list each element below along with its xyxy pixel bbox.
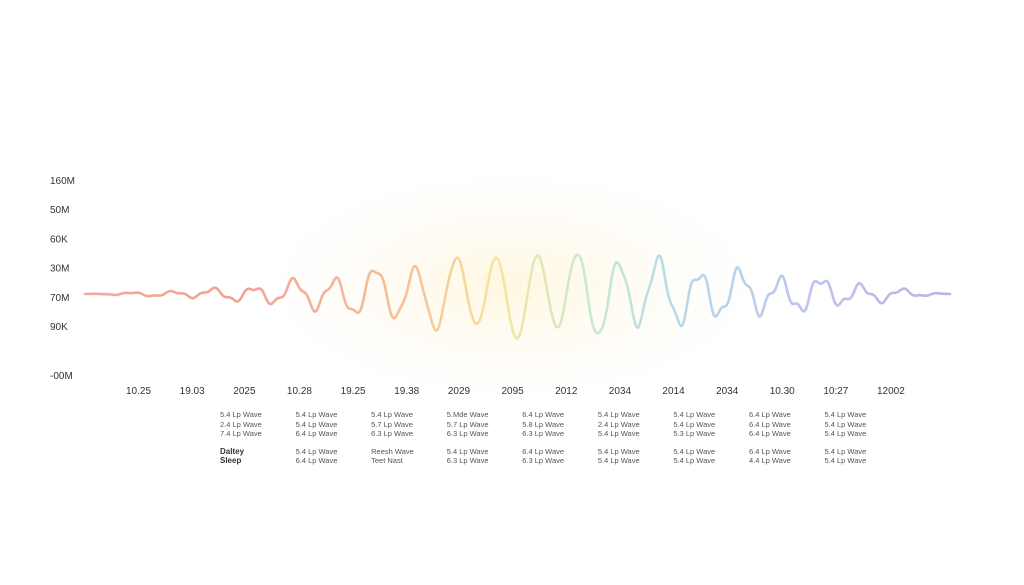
background-glow [232, 155, 792, 415]
legend-cell: 2.4 Lp Wave [597, 419, 640, 429]
legend-cell: 5.4 Lp Wave [295, 419, 338, 429]
legend-cell: 6.3 Lp Wave [446, 456, 489, 465]
x-tick-label: 12002 [877, 386, 905, 397]
legend-cell: 5.4 Lp Wave [673, 446, 716, 456]
x-tick-label: 10.25 [126, 386, 151, 397]
y-tick-label: 50M [50, 205, 69, 216]
legend-cell: 6.4 Lp Wave [748, 446, 791, 456]
x-tick-label: 10.30 [770, 386, 795, 397]
x-tick-label: 19.03 [180, 386, 205, 397]
legend-cell: Reesh Wave [371, 446, 414, 456]
legend-cell: 5.4 Lp Wave [295, 410, 338, 419]
legend-cell: 5.4 Lp Wave [824, 446, 867, 456]
x-tick-label: 2034 [609, 386, 632, 397]
legend-cell: 6.4 Lp Wave [295, 456, 338, 465]
y-tick-label: 30M [50, 264, 69, 275]
x-tick-label: 10:27 [823, 386, 848, 397]
legend-cell: 6.4 Lp Wave [748, 419, 791, 429]
legend-cell: 6.3 Lp Wave [371, 429, 413, 438]
x-tick-label: 2025 [233, 386, 256, 397]
legend-row: 7.4 Lp Wave 6.4 Lp Wave 6.3 Lp Wave 6.3 Lp … [220, 429, 900, 439]
y-tick-label: 160M [50, 176, 75, 187]
legend-cell: 5.4 Lp Wave [597, 429, 640, 438]
legend-cell: 5.4 Lp Wave [824, 410, 867, 419]
x-tick-label: 10.28 [287, 386, 312, 397]
x-tick-label: 2012 [555, 386, 578, 397]
legend-cell: 6.3 Lp Wave [446, 429, 489, 438]
legend-cell: 5.4 Lp Wave [220, 410, 262, 419]
legend-cell: 5.4 Lp Wave [673, 419, 716, 429]
legend-cell: 5.4 Lp Wave [824, 419, 867, 429]
y-tick-label: 90K [50, 322, 68, 333]
legend-cell: 5.4 Lp Wave [673, 410, 716, 419]
y-tick-label: 60K [50, 234, 68, 245]
x-tick-label: 19.38 [394, 386, 419, 397]
legend-cell: 4.4 Lp Wave [748, 456, 791, 465]
y-tick-label: 70M [50, 293, 69, 304]
legend-cell: 6.4 Lp Wave [522, 410, 565, 419]
legend-cell: Teet Nast [371, 456, 403, 465]
legend-cell: 5.4 Lp Wave [597, 446, 640, 456]
legend-cell: 5.4 Lp Wave [446, 446, 489, 456]
legend-cell: 5.8 Lp Wave [522, 419, 565, 429]
x-axis: 10.25 19.03 2025 10.28 19.25 19.38 2029 2095 201… [126, 386, 905, 397]
x-tick-label: 2029 [448, 386, 471, 397]
x-tick-label: 19.25 [341, 386, 366, 397]
legend-cell: 2.4 Lp Wave [220, 419, 262, 429]
legend-cell: 6.4 Lp Wave [295, 429, 338, 438]
y-axis: 160M 50M 60K 30M 70M 90K -00M [50, 176, 75, 382]
legend-cell: 6.4 Lp Wave [748, 429, 791, 438]
legend-cell: 5.4 Lp Wave [371, 410, 413, 419]
legend-table: 5.4 Lp Wave 5.4 Lp Wave 5.4 Lp Wave 5.Mde W… [220, 410, 900, 466]
x-tick-label: 2095 [502, 386, 525, 397]
legend-cell: 5.3 Lp Wave [673, 429, 716, 438]
legend-cell: 5.7 Lp Wave [371, 419, 413, 429]
legend-cell: Sleep [220, 456, 242, 465]
legend-cell: 5.Mde Wave [446, 410, 489, 419]
legend-row: 2.4 Lp Wave 5.4 Lp Wave 5.7 Lp Wave 5.7 Lp … [220, 420, 900, 430]
wave-series-line [83, 253, 952, 340]
legend-cell: 5.4 Lp Wave [824, 456, 867, 465]
legend-row: 5.4 Lp Wave 5.4 Lp Wave 5.4 Lp Wave 5.Mde W… [220, 410, 900, 420]
legend-cell: 6.4 Lp Wave [522, 446, 565, 456]
legend-cell: 6.3 Lp Wave [522, 429, 565, 438]
legend-row: Daltey 5.4 Lp Wave Reesh Wave 5.4 Lp Wave 6.… [220, 447, 900, 457]
legend-cell: 6.4 Lp Wave [748, 410, 791, 419]
legend-row: Sleep 6.4 Lp Wave Teet Nast 6.3 Lp Wave 6.3 … [220, 456, 900, 466]
legend-cell: 6.3 Lp Wave [522, 456, 565, 465]
x-tick-label: 2034 [716, 386, 739, 397]
legend-cell: Daltey [220, 446, 245, 456]
legend-cell: 5.4 Lp Wave [673, 456, 716, 465]
legend-cell: 5.4 Lp Wave [295, 446, 338, 456]
legend-cell: 7.4 Lp Wave [220, 429, 262, 438]
legend-gap [220, 439, 900, 447]
x-tick-label: 2014 [662, 386, 685, 397]
y-tick-label: -00M [50, 371, 73, 382]
legend-cell: 5.7 Lp Wave [446, 419, 489, 429]
legend-cell: 5.4 Lp Wave [597, 410, 640, 419]
legend-cell: 5.4 Lp Wave [824, 429, 867, 438]
legend-cell: 5.4 Lp Wave [597, 456, 640, 465]
